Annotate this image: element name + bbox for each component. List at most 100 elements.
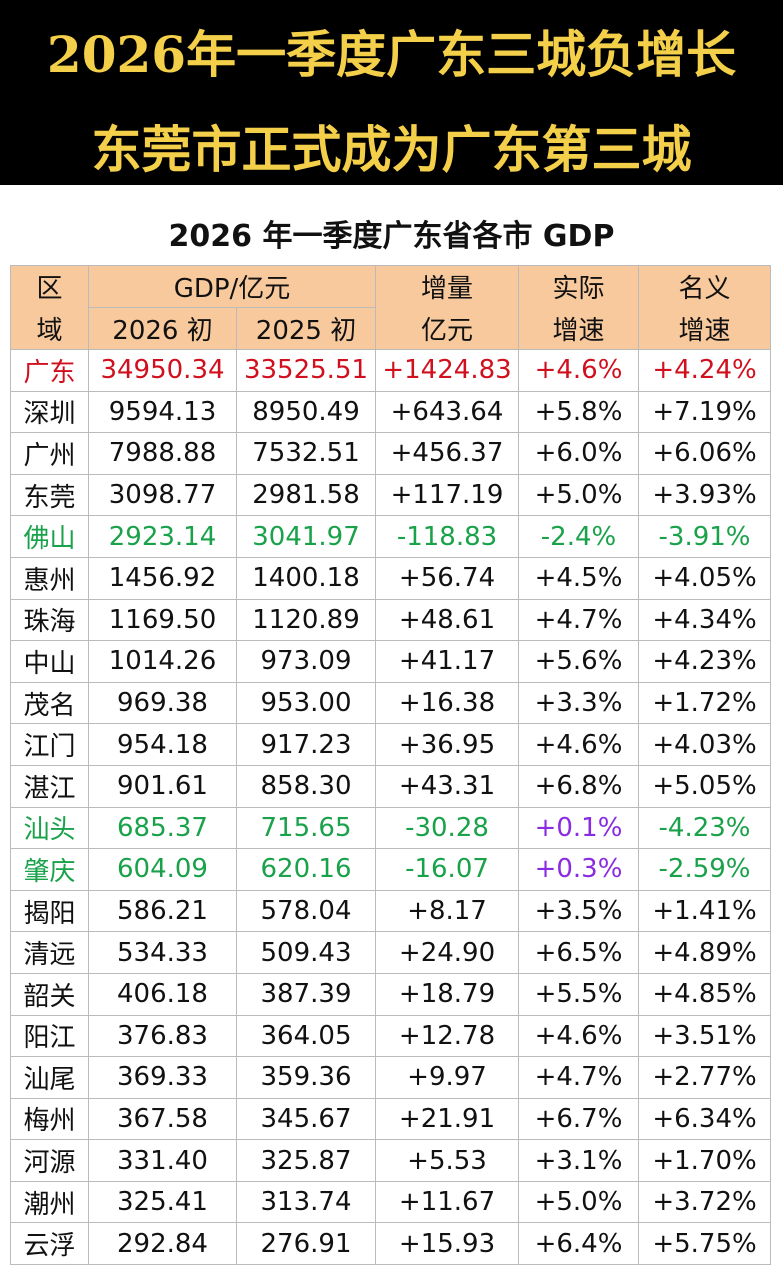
value-cell: 33525.51 bbox=[235, 349, 377, 392]
value-cell: +4.7% bbox=[518, 1056, 640, 1099]
table-row: 广州 7988.88 7532.51 +456.37 +6.0% +6.06% bbox=[10, 432, 772, 475]
value-cell: +41.17 bbox=[375, 640, 520, 683]
table-row: 广东 34950.34 33525.51 +1424.83 +4.6% +4.24% bbox=[10, 349, 772, 392]
value-cell: 973.09 bbox=[235, 640, 377, 683]
city-cell: 清远 bbox=[10, 931, 89, 974]
city-cell: 东莞 bbox=[10, 473, 89, 517]
value-cell: -118.83 bbox=[375, 515, 520, 558]
table-row: 茂名 969.38 953.00 +16.38 +3.3% +1.72% bbox=[10, 681, 772, 725]
city-cell: 汕头 bbox=[10, 806, 89, 850]
value-cell: +48.61 bbox=[375, 598, 520, 642]
value-cell: 325.87 bbox=[235, 1139, 377, 1182]
value-cell: +1.41% bbox=[638, 889, 772, 933]
value-cell: +4.85% bbox=[638, 972, 772, 1016]
value-cell: +3.1% bbox=[518, 1139, 640, 1182]
city-cell: 广东 bbox=[10, 349, 89, 392]
table-row: 河源 331.40 325.87 +5.53 +3.1% +1.70% bbox=[10, 1139, 772, 1182]
header-cell: GDP/亿元 bbox=[87, 265, 377, 308]
value-cell: +643.64 bbox=[375, 390, 520, 434]
value-cell: +6.34% bbox=[638, 1097, 772, 1141]
value-cell: 509.43 bbox=[235, 931, 377, 974]
value-cell: +0.3% bbox=[518, 848, 640, 891]
value-cell: 685.37 bbox=[88, 806, 237, 850]
table-row: 东莞 3098.77 2981.58 +117.19 +5.0% +3.93% bbox=[10, 473, 772, 517]
table-row: 韶关 406.18 387.39 +18.79 +5.5% +4.85% bbox=[10, 972, 772, 1016]
value-cell: 1014.26 bbox=[88, 640, 237, 683]
value-cell: +3.51% bbox=[638, 1014, 772, 1058]
header-cell: 区 bbox=[10, 265, 89, 308]
value-cell: +3.72% bbox=[638, 1180, 772, 1224]
value-cell: +15.93 bbox=[375, 1222, 520, 1266]
city-cell: 潮州 bbox=[10, 1180, 89, 1224]
value-cell: 2981.58 bbox=[235, 473, 377, 517]
city-cell: 汕尾 bbox=[10, 1056, 89, 1099]
value-cell: 534.33 bbox=[88, 931, 237, 974]
value-cell: +6.8% bbox=[518, 764, 640, 808]
value-cell: -2.4% bbox=[518, 515, 640, 558]
value-cell: +16.38 bbox=[375, 681, 520, 725]
value-cell: +3.93% bbox=[638, 473, 772, 517]
header-cell: 增速 bbox=[518, 307, 640, 350]
value-cell: 953.00 bbox=[235, 681, 377, 725]
header-row: 域 2026 初 2025 初亿元 增速 增速 bbox=[10, 307, 772, 350]
value-cell: -3.91% bbox=[638, 515, 772, 558]
value-cell: +4.6% bbox=[518, 1014, 640, 1058]
table-row: 潮州 325.41 313.74 +11.67 +5.0% +3.72% bbox=[10, 1180, 772, 1224]
value-cell: 954.18 bbox=[88, 723, 237, 766]
value-cell: +0.1% bbox=[518, 806, 640, 850]
value-cell: 325.41 bbox=[88, 1180, 237, 1224]
value-cell: +1.70% bbox=[638, 1139, 772, 1182]
value-cell: +5.5% bbox=[518, 972, 640, 1016]
value-cell: +11.67 bbox=[375, 1180, 520, 1224]
city-cell: 湛江 bbox=[10, 764, 89, 808]
value-cell: 620.16 bbox=[235, 848, 377, 891]
banner: 2026年一季度广东三城负增长 东莞市正式成为广东第三城 bbox=[0, 0, 783, 185]
table-row: 深圳 9594.13 8950.49 +643.64 +5.8% +7.19% bbox=[10, 390, 772, 434]
table-row: 阳江 376.83 364.05 +12.78 +4.6% +3.51% bbox=[10, 1014, 772, 1058]
value-cell: +56.74 bbox=[375, 556, 520, 600]
value-cell: -16.07 bbox=[375, 848, 520, 891]
value-cell: +6.7% bbox=[518, 1097, 640, 1141]
value-cell: 406.18 bbox=[88, 972, 237, 1016]
city-cell: 揭阳 bbox=[10, 889, 89, 933]
value-cell: +36.95 bbox=[375, 723, 520, 766]
value-cell: 292.84 bbox=[88, 1222, 237, 1266]
header-row: 区 GDP/亿元 增量 实际 名义 bbox=[10, 265, 772, 308]
value-cell: +24.90 bbox=[375, 931, 520, 974]
value-cell: +4.24% bbox=[638, 349, 772, 392]
value-cell: 1400.18 bbox=[235, 556, 377, 600]
value-cell: +6.0% bbox=[518, 432, 640, 475]
value-cell: 387.39 bbox=[235, 972, 377, 1016]
value-cell: +4.6% bbox=[518, 349, 640, 392]
value-cell: +7.19% bbox=[638, 390, 772, 434]
header-cell: 增量 bbox=[375, 265, 520, 308]
value-cell: 8950.49 bbox=[235, 390, 377, 434]
value-cell: 331.40 bbox=[88, 1139, 237, 1182]
value-cell: +43.31 bbox=[375, 764, 520, 808]
value-cell: +4.03% bbox=[638, 723, 772, 766]
header-cell: 名义 bbox=[638, 265, 772, 308]
value-cell: +2.77% bbox=[638, 1056, 772, 1099]
value-cell: 276.91 bbox=[235, 1222, 377, 1266]
city-cell: 江门 bbox=[10, 723, 89, 766]
value-cell: +6.5% bbox=[518, 931, 640, 974]
city-cell: 佛山 bbox=[10, 515, 89, 558]
value-cell: +9.97 bbox=[375, 1056, 520, 1099]
value-cell: +3.3% bbox=[518, 681, 640, 725]
city-cell: 广州 bbox=[10, 432, 89, 475]
header-cell: 域 bbox=[10, 307, 89, 350]
value-cell: 359.36 bbox=[235, 1056, 377, 1099]
value-cell: -4.23% bbox=[638, 806, 772, 850]
value-cell: 367.58 bbox=[88, 1097, 237, 1141]
value-cell: 3041.97 bbox=[235, 515, 377, 558]
value-cell: +4.5% bbox=[518, 556, 640, 600]
value-cell: +1424.83 bbox=[375, 349, 520, 392]
city-cell: 韶关 bbox=[10, 972, 89, 1016]
value-cell: 604.09 bbox=[88, 848, 237, 891]
city-cell: 惠州 bbox=[10, 556, 89, 600]
value-cell: 369.33 bbox=[88, 1056, 237, 1099]
value-cell: 7532.51 bbox=[235, 432, 377, 475]
value-cell: +6.06% bbox=[638, 432, 772, 475]
table-body: 广东 34950.34 33525.51 +1424.83 +4.6% +4.24% 深圳 9… bbox=[10, 349, 772, 1266]
value-cell: 34950.34 bbox=[88, 349, 237, 392]
